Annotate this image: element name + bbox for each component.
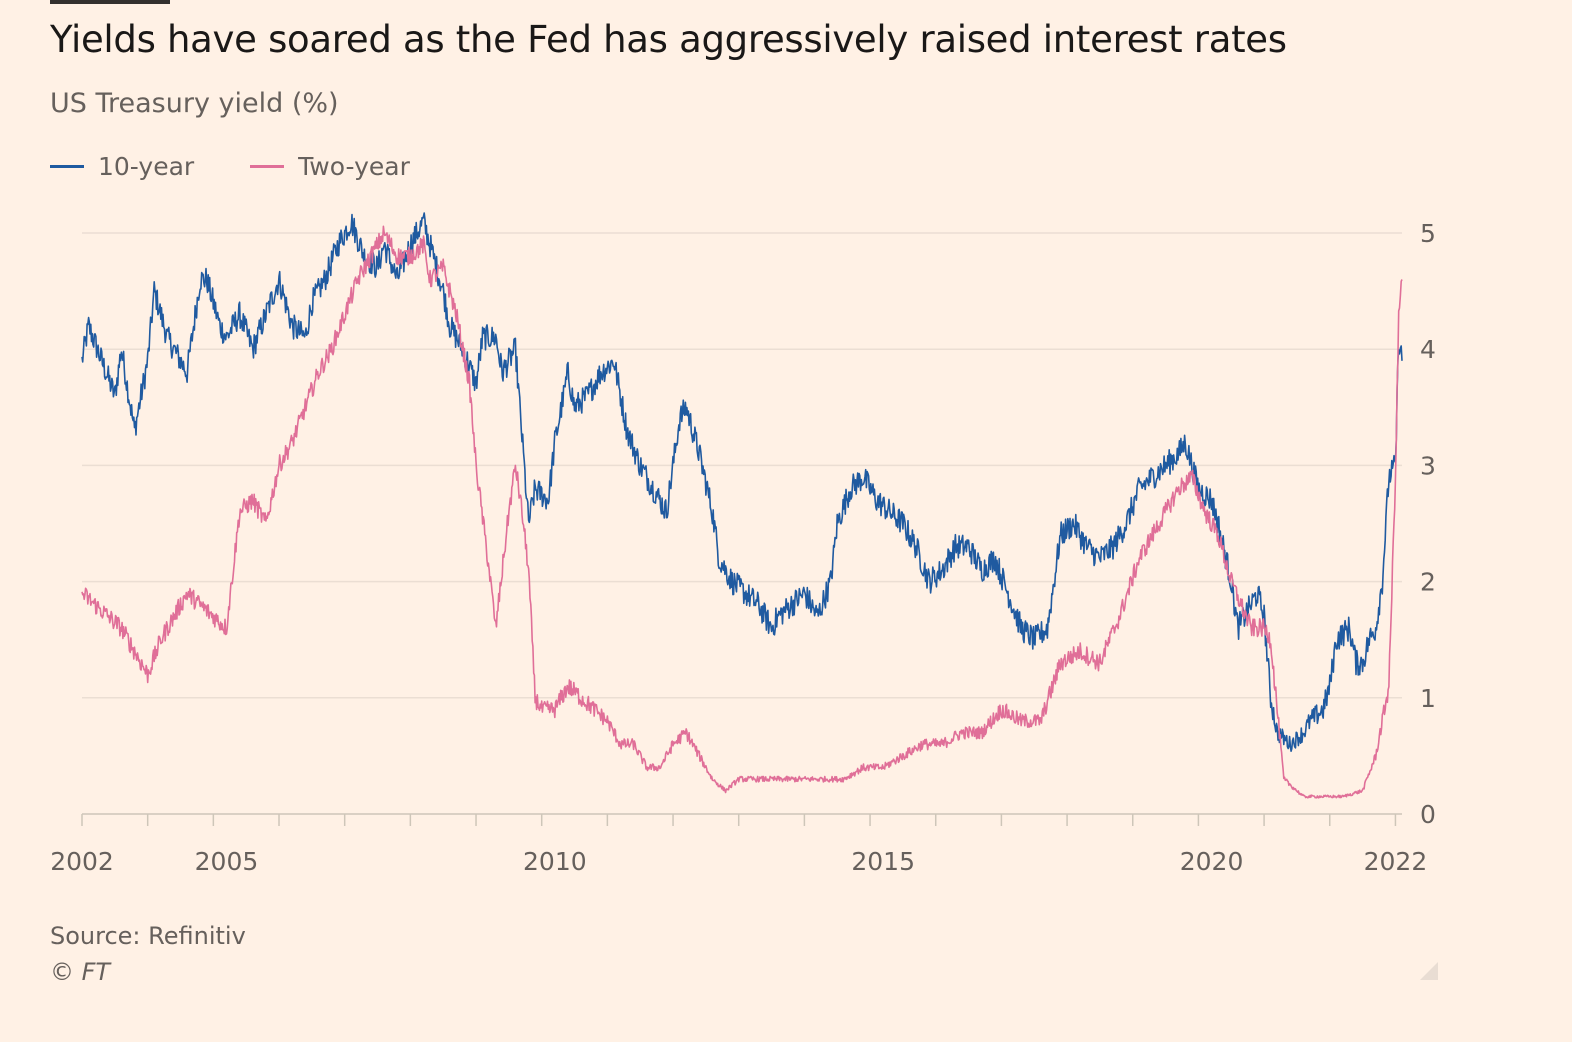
legend: 10-year Two-year <box>50 150 466 182</box>
y-tick-label-2: 2 <box>1420 568 1436 597</box>
x-tick-label-2022: 2022 <box>1364 847 1428 876</box>
legend-label-two-year: Two-year <box>298 151 410 181</box>
y-tick-label-4: 4 <box>1420 335 1436 364</box>
copyright: © FT <box>50 958 111 986</box>
legend-swatch-10-year <box>50 164 84 168</box>
legend-label-10-year: 10-year <box>98 151 195 181</box>
y-tick-label-5: 5 <box>1420 219 1436 248</box>
x-tick-label-2002: 2002 <box>50 847 114 876</box>
x-tick-label-2005: 2005 <box>195 847 259 876</box>
source-note: Source: Refinitiv <box>50 922 246 950</box>
legend-swatch-two-year <box>250 164 285 168</box>
y-tick-label-0: 0 <box>1420 800 1436 829</box>
x-tick-label-2020: 2020 <box>1180 847 1244 876</box>
x-tick-label-2015: 2015 <box>851 847 915 876</box>
x-tick-label-2010: 2010 <box>523 847 587 876</box>
line-chart: 0 1 2 3 4 5 2002 2005 2010 2015 2020 2022 <box>50 212 1436 876</box>
y-tick-label-3: 3 <box>1420 451 1436 480</box>
legend-item-two-year: Two-year <box>250 152 410 181</box>
chart-title: Yields have soared as the Fed has aggres… <box>50 18 1287 61</box>
series-line-two-year <box>81 225 1403 799</box>
legend-item-10-year: 10-year <box>50 152 194 181</box>
resize-handle <box>1420 962 1438 980</box>
y-tick-label-1: 1 <box>1420 684 1436 713</box>
series-line-10-year <box>81 212 1403 752</box>
brand-bar <box>50 0 170 4</box>
chart-subtitle: US Treasury yield (%) <box>50 88 339 119</box>
